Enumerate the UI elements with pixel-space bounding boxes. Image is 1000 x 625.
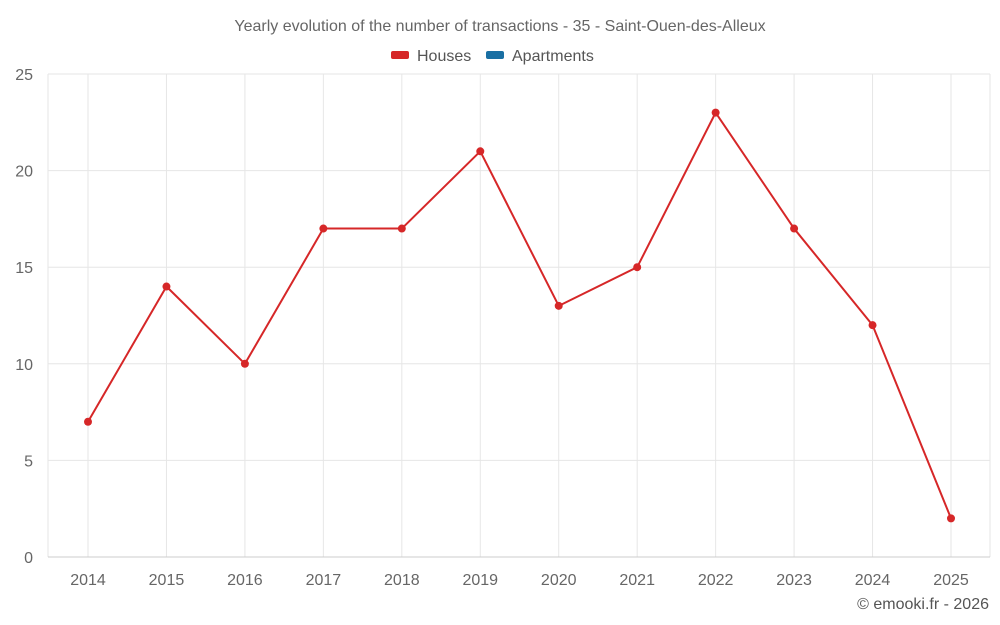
x-tick-label: 2015 <box>149 572 185 589</box>
x-tick-label: 2017 <box>306 572 342 589</box>
y-tick-label: 20 <box>15 164 33 181</box>
series-line-houses[interactable] <box>87 111 952 519</box>
data-point-houses-2016[interactable] <box>240 359 249 368</box>
data-point-houses-2023[interactable] <box>790 224 799 233</box>
data-point-houses-2014[interactable] <box>84 417 92 426</box>
legend-label-apartments: Apartments <box>512 48 594 65</box>
data-point-houses-2017[interactable] <box>319 224 328 233</box>
x-tick-label: 2019 <box>462 572 498 589</box>
data-point-houses-2022[interactable] <box>711 108 720 117</box>
y-tick-label: 5 <box>24 453 33 470</box>
data-point-houses-2015[interactable] <box>162 282 171 291</box>
x-tick-label: 2022 <box>698 572 734 589</box>
x-tick-label: 2024 <box>855 572 891 589</box>
legend-item-houses[interactable]: Houses <box>391 48 471 65</box>
credit-text: © emooki.fr - 2026 <box>857 596 989 613</box>
data-point-houses-2019[interactable] <box>476 147 485 156</box>
data-point-houses-2024[interactable] <box>868 321 877 330</box>
x-tick-label: 2016 <box>227 572 263 589</box>
series-layer <box>84 108 955 523</box>
x-tick-label: 2023 <box>776 572 812 589</box>
grid <box>48 73 990 557</box>
data-point-houses-2018[interactable] <box>397 224 406 233</box>
x-tick-label: 2014 <box>70 572 106 589</box>
legend-swatch-houses <box>391 51 409 59</box>
y-tick-label: 0 <box>24 550 33 567</box>
y-tick-label: 10 <box>15 357 33 374</box>
x-tick-label: 2020 <box>541 572 577 589</box>
x-tick-label: 2021 <box>619 572 655 589</box>
legend-item-apartments[interactable]: Apartments <box>486 48 594 65</box>
x-tick-label: 2018 <box>384 572 420 589</box>
chart-title: Yearly evolution of the number of transa… <box>234 18 765 35</box>
data-point-houses-2021[interactable] <box>633 263 642 272</box>
legend[interactable]: Houses Apartments <box>391 48 594 65</box>
x-tick-label: 2025 <box>933 572 969 589</box>
y-tick-label: 25 <box>15 67 33 84</box>
data-point-houses-2025[interactable] <box>947 514 955 523</box>
data-point-houses-2020[interactable] <box>554 301 563 310</box>
legend-swatch-apartments <box>486 51 504 59</box>
legend-label-houses: Houses <box>417 48 471 65</box>
y-tick-label: 15 <box>15 260 33 277</box>
